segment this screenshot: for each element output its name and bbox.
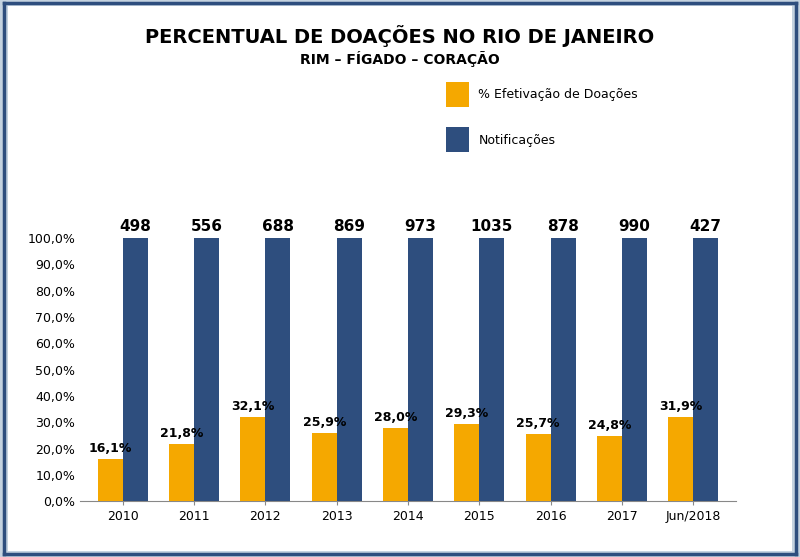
Bar <box>694 238 718 501</box>
Bar <box>98 459 122 501</box>
Bar <box>266 238 290 501</box>
Text: 29,3%: 29,3% <box>446 407 489 420</box>
Text: 556: 556 <box>190 219 222 234</box>
Bar <box>122 238 148 501</box>
Text: 688: 688 <box>262 219 294 234</box>
Bar <box>241 417 266 501</box>
Bar <box>597 436 622 501</box>
Bar <box>312 433 337 501</box>
Bar <box>550 238 575 501</box>
Text: 32,1%: 32,1% <box>231 400 274 413</box>
Text: 31,9%: 31,9% <box>659 400 702 413</box>
Text: 28,0%: 28,0% <box>374 411 418 424</box>
Text: Notificações: Notificações <box>478 134 555 146</box>
Bar <box>169 444 194 501</box>
Bar <box>194 238 219 501</box>
Text: RIM – FÍGADO – CORAÇÃO: RIM – FÍGADO – CORAÇÃO <box>300 51 500 67</box>
Bar <box>526 434 550 501</box>
Bar <box>408 238 433 501</box>
Text: 427: 427 <box>690 219 722 234</box>
Bar <box>337 238 362 501</box>
Text: 25,9%: 25,9% <box>302 416 346 429</box>
Text: 25,7%: 25,7% <box>516 417 560 429</box>
Text: 24,8%: 24,8% <box>588 419 631 432</box>
Text: 1035: 1035 <box>470 219 513 234</box>
Text: 869: 869 <box>333 219 365 234</box>
Text: 498: 498 <box>119 219 151 234</box>
Text: 878: 878 <box>547 219 579 234</box>
Text: % Efetivação de Doações: % Efetivação de Doações <box>478 89 638 101</box>
Bar <box>383 428 408 501</box>
Text: 973: 973 <box>405 219 437 234</box>
Bar <box>454 424 479 501</box>
Bar <box>622 238 647 501</box>
Bar <box>446 82 469 107</box>
Text: 990: 990 <box>618 219 650 234</box>
Bar <box>479 238 504 501</box>
Text: 16,1%: 16,1% <box>89 442 132 455</box>
Bar <box>668 417 694 501</box>
Text: PERCENTUAL DE DOAÇÕES NO RIO DE JANEIRO: PERCENTUAL DE DOAÇÕES NO RIO DE JANEIRO <box>146 25 654 47</box>
Text: 21,8%: 21,8% <box>160 427 203 440</box>
Bar <box>446 127 469 152</box>
